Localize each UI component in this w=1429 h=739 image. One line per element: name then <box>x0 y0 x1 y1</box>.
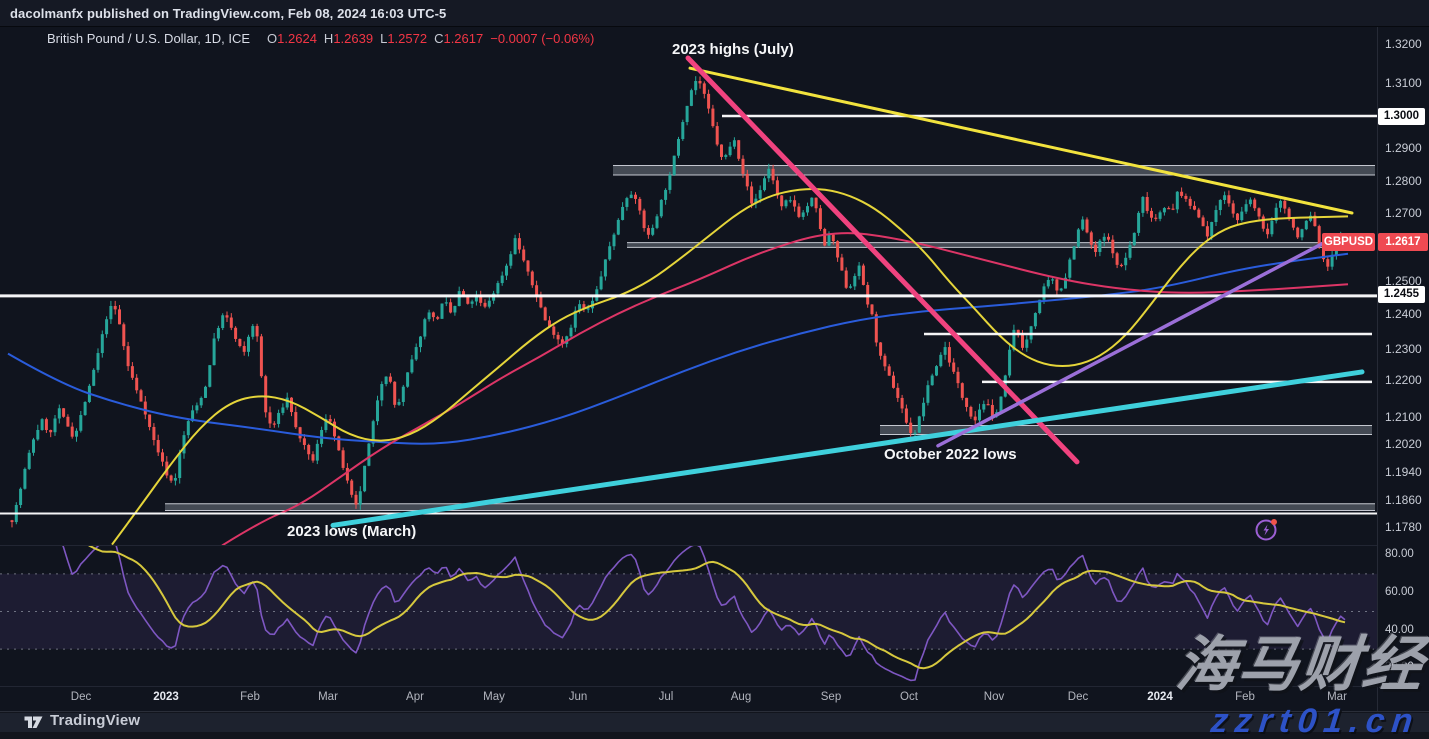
time-tick-label: Apr <box>406 691 424 703</box>
time-tick-label: Feb <box>240 691 260 703</box>
symbol-title: British Pound / U.S. Dollar, 1D, ICE <box>47 31 251 46</box>
time-tick-label: Dec <box>70 691 92 703</box>
tradingview-footer <box>0 711 1429 739</box>
price-tick-label: 1.2400 <box>1385 307 1422 321</box>
price-tick-label: 1.2900 <box>1385 141 1422 155</box>
last-price-badge: 1.2617 <box>1378 233 1428 251</box>
change-value: −0.0007 (−0.06%) <box>490 31 595 46</box>
flash-boost-icon[interactable] <box>1253 516 1280 543</box>
price-tick-label: 1.2200 <box>1385 373 1422 387</box>
price-tick-label: 1.3100 <box>1385 76 1422 90</box>
time-tick-label: Sep <box>820 691 842 703</box>
price-tick-label: 1.2100 <box>1385 410 1422 424</box>
price-tick-label: 1.1940 <box>1385 465 1422 479</box>
time-tick-label: Feb <box>1235 691 1255 703</box>
chart-annotation: 2023 highs (July) <box>672 41 794 58</box>
ohlc-value: 1.2572 <box>387 31 428 46</box>
ohlc-key: C <box>434 31 444 46</box>
time-tick-label: Jun <box>568 691 588 703</box>
price-tick-label: 1.1780 <box>1385 520 1422 534</box>
price-level-badge: 1.3000 <box>1378 108 1425 125</box>
publish-info-text: dacolmanfx published on TradingView.com,… <box>10 6 447 21</box>
time-tick-label: 2023 <box>153 691 179 703</box>
time-tick-label: 2024 <box>1147 691 1173 703</box>
time-tick-label: May <box>483 691 505 703</box>
price-tick-label: 1.2500 <box>1385 274 1422 288</box>
tradingview-logo-link[interactable]: TradingView <box>24 712 140 729</box>
price-tick-label: 1.1860 <box>1385 493 1422 507</box>
rsi-tick-label: 60.00 <box>1385 586 1414 598</box>
watermark-url: zzrt01.cn <box>1208 702 1422 739</box>
publish-info-bar: dacolmanfx published on TradingView.com,… <box>0 0 1429 27</box>
watermark-chinese: 海马财经 <box>1172 631 1428 698</box>
time-tick-label: Mar <box>318 691 338 703</box>
ohlc-key: O <box>267 31 278 46</box>
price-tick-label: 1.3200 <box>1385 37 1422 51</box>
time-tick-label: Aug <box>730 691 752 703</box>
time-tick-label: Oct <box>900 691 918 703</box>
ohlc-value: 1.2617 <box>443 31 484 46</box>
price-axis-border <box>1377 27 1378 711</box>
price-tick-label: 1.2300 <box>1385 342 1422 356</box>
price-tick-label: 1.2800 <box>1385 174 1422 188</box>
chart-annotation: 2023 lows (March) <box>287 523 417 540</box>
ohlc-key: H <box>323 31 334 46</box>
ohlc-value: 1.2624 <box>277 31 317 46</box>
time-tick-label: Nov <box>983 691 1005 703</box>
price-tick-label: 1.2020 <box>1385 437 1422 451</box>
symbol-legend: British Pound / U.S. Dollar, 1D, ICE O1.2… <box>47 31 594 46</box>
chart-annotation: October 2022 lows <box>884 446 1017 463</box>
pane-divider <box>0 545 1377 546</box>
rsi-tick-label: 40.00 <box>1385 624 1414 636</box>
time-tick-label: Dec <box>1067 691 1089 703</box>
symbol-price-badge: GBPUSD <box>1322 233 1375 251</box>
time-tick-label: Mar <box>1327 691 1347 703</box>
price-tick-label: 1.2700 <box>1385 206 1422 220</box>
price-level-badge: 1.2455 <box>1378 286 1425 303</box>
ohlc-key: L <box>380 31 388 46</box>
tradingview-brand-text: TradingView <box>50 712 141 729</box>
rsi-tick-label: 80.00 <box>1385 548 1414 560</box>
time-tick-label: Jul <box>658 691 674 703</box>
tradingview-icon <box>24 716 43 728</box>
ohlc-values: O1.2624 H1.2639 L1.2572 C1.2617 <box>260 31 483 46</box>
time-axis-border <box>0 686 1377 687</box>
ohlc-value: 1.2639 <box>333 31 374 46</box>
rsi-tick-label: 20.00 <box>1385 661 1414 673</box>
